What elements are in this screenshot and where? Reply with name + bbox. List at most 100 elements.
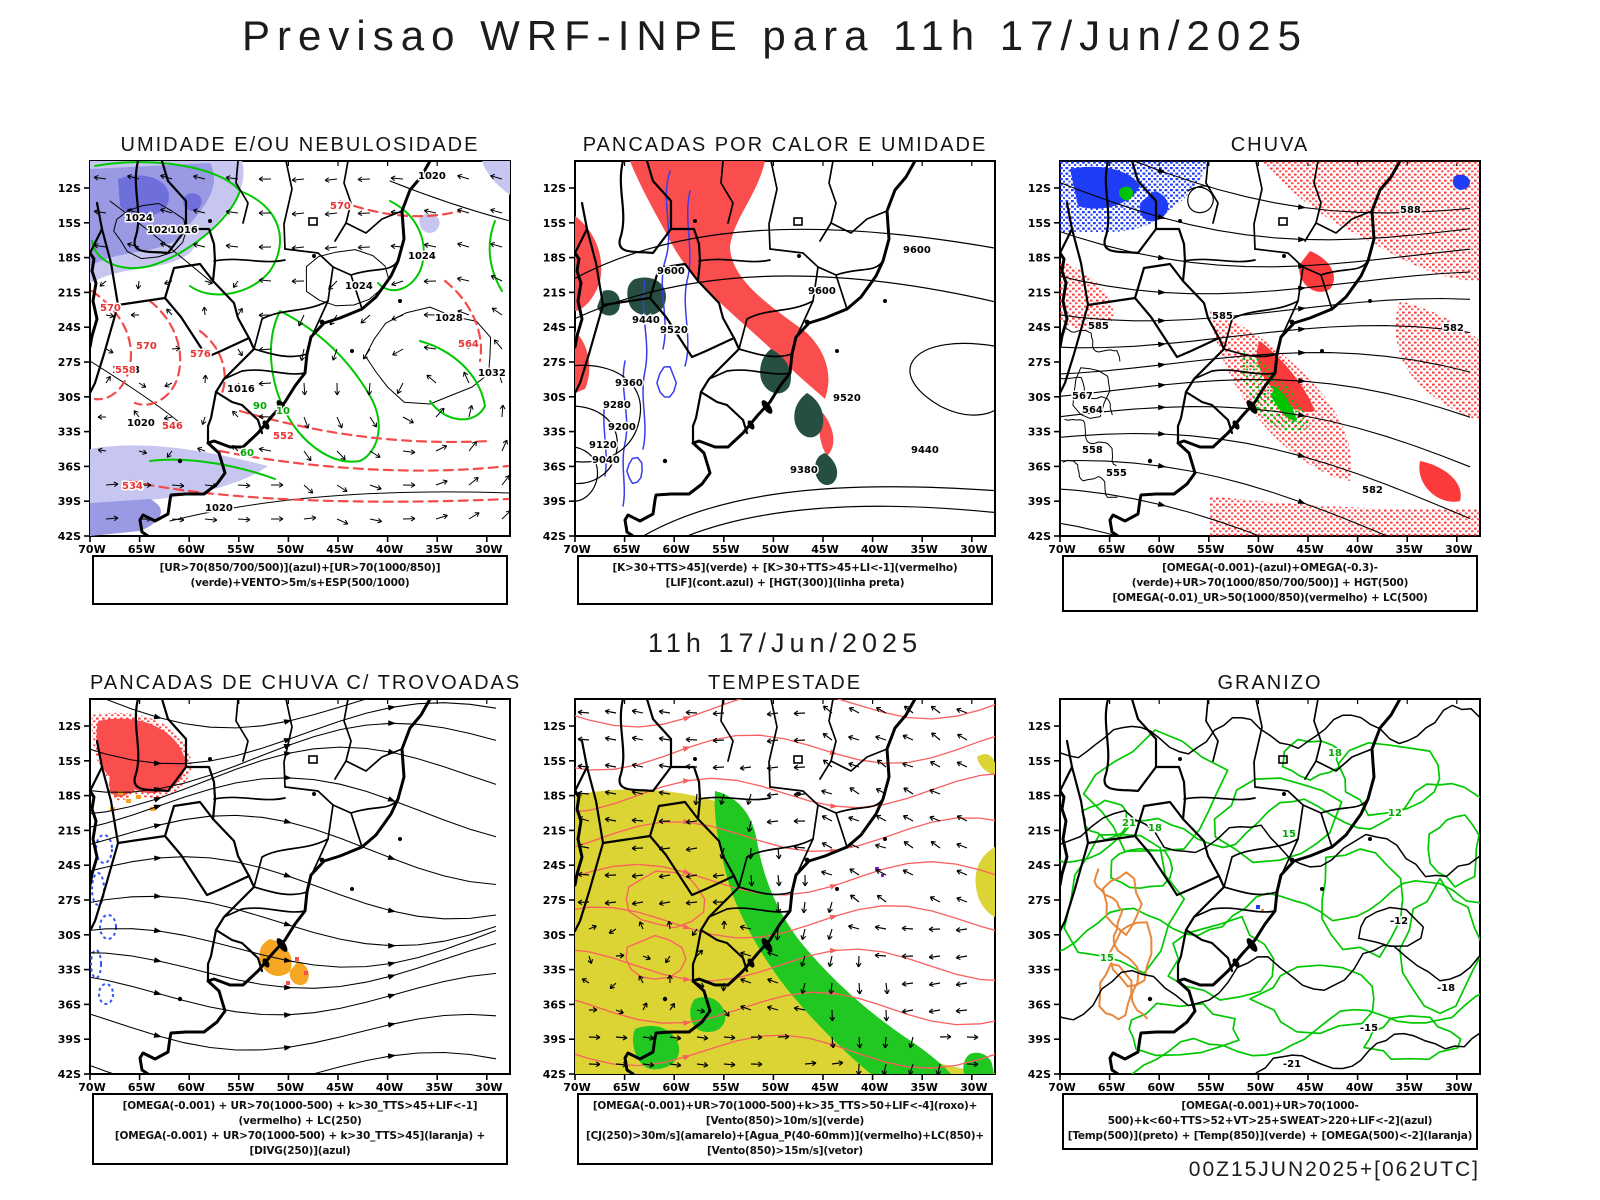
svg-text:39S: 39S bbox=[1028, 495, 1051, 508]
svg-text:42S: 42S bbox=[58, 1068, 81, 1081]
svg-text:21S: 21S bbox=[58, 286, 81, 299]
svg-text:582: 582 bbox=[1443, 323, 1464, 334]
svg-text:30S: 30S bbox=[543, 391, 566, 404]
svg-text:40W: 40W bbox=[1346, 543, 1373, 556]
svg-text:24S: 24S bbox=[1028, 859, 1051, 872]
map-borders bbox=[575, 161, 917, 536]
caption-box: [UR>70(850/700/500)](azul)+[UR>70(1000/8… bbox=[92, 555, 508, 605]
svg-text:-18: -18 bbox=[1437, 983, 1455, 994]
svg-text:24S: 24S bbox=[1028, 321, 1051, 334]
svg-text:70W: 70W bbox=[78, 543, 105, 556]
caption-line: [OMEGA(-0.001) + UR>70(1000-500) + k>30_… bbox=[114, 1130, 486, 1157]
svg-text:70W: 70W bbox=[78, 1081, 105, 1094]
svg-text:9440: 9440 bbox=[911, 445, 939, 456]
map-overlay-upper bbox=[1060, 161, 1471, 536]
svg-text:12S: 12S bbox=[543, 182, 566, 195]
svg-text:65W: 65W bbox=[613, 543, 640, 556]
map-overlay-lower bbox=[1060, 729, 1480, 1074]
svg-text:564: 564 bbox=[1082, 405, 1103, 416]
map-overlay-lower bbox=[575, 161, 995, 536]
caption-box: [OMEGA(-0.001)-(azul)+OMEGA(-0.3)-(verde… bbox=[1062, 555, 1478, 612]
svg-text:1018: 1018 bbox=[112, 365, 140, 376]
svg-text:18S: 18S bbox=[1028, 252, 1051, 265]
contour-labels: 9600960096009440952093609280920091209040… bbox=[588, 244, 941, 478]
svg-text:1020: 1020 bbox=[418, 171, 446, 182]
panel-chuva: CHUVA 12S 15S 18S 21S 24S 27S 30S 33S 36S 39S 42S 7… bbox=[1028, 134, 1488, 612]
svg-text:18S: 18S bbox=[1028, 790, 1051, 803]
svg-text:1024: 1024 bbox=[408, 251, 436, 262]
svg-text:1024: 1024 bbox=[345, 281, 373, 292]
svg-text:33S: 33S bbox=[543, 426, 566, 439]
svg-text:33S: 33S bbox=[58, 426, 81, 439]
svg-text:30S: 30S bbox=[1028, 391, 1051, 404]
svg-text:45W: 45W bbox=[1296, 1081, 1323, 1094]
svg-text:55W: 55W bbox=[227, 543, 254, 556]
svg-text:40W: 40W bbox=[861, 543, 888, 556]
svg-text:42S: 42S bbox=[1028, 1068, 1051, 1081]
svg-text:12S: 12S bbox=[543, 720, 566, 733]
svg-text:40W: 40W bbox=[1346, 1081, 1373, 1094]
svg-text:60W: 60W bbox=[177, 543, 204, 556]
svg-text:65W: 65W bbox=[128, 1081, 155, 1094]
svg-text:1032: 1032 bbox=[478, 368, 506, 379]
svg-text:27S: 27S bbox=[543, 356, 566, 369]
svg-text:50W: 50W bbox=[762, 543, 789, 556]
svg-text:15S: 15S bbox=[1028, 217, 1051, 230]
svg-text:9520: 9520 bbox=[833, 393, 861, 404]
run-stamp: 00Z15JUN2025+[062UTC] bbox=[1188, 1158, 1480, 1181]
caption-line: [LIF](cont.azul) + [HGT(300)](linha pret… bbox=[665, 577, 905, 589]
svg-text:55W: 55W bbox=[1197, 543, 1224, 556]
svg-text:567: 567 bbox=[1072, 391, 1093, 402]
svg-text:39S: 39S bbox=[1028, 1033, 1051, 1046]
svg-text:9520: 9520 bbox=[660, 325, 688, 336]
svg-text:18S: 18S bbox=[543, 790, 566, 803]
svg-text:36S: 36S bbox=[58, 998, 81, 1011]
svg-text:27S: 27S bbox=[1028, 894, 1051, 907]
valid-time-caption: 11h 17/Jun/2025 bbox=[647, 628, 923, 658]
caption-box: [K>30+TTS>45](verde) + [K>30+TTS>45+LI<-… bbox=[577, 555, 993, 605]
svg-text:55W: 55W bbox=[1197, 1081, 1224, 1094]
svg-text:50W: 50W bbox=[762, 1081, 789, 1094]
svg-text:1020: 1020 bbox=[147, 225, 175, 236]
contour-labels: 1024102010161024102410201028103210161020… bbox=[99, 170, 508, 516]
svg-text:39S: 39S bbox=[58, 495, 81, 508]
caption-line: [Temp(500)](preto) + [Temp(850)](verde) … bbox=[1067, 1130, 1473, 1142]
map-overlay-lower bbox=[1060, 161, 1480, 536]
svg-text:570: 570 bbox=[330, 201, 351, 212]
svg-text:564: 564 bbox=[458, 339, 479, 350]
svg-text:15S: 15S bbox=[1028, 755, 1051, 768]
svg-text:555: 555 bbox=[1106, 468, 1127, 479]
svg-text:21S: 21S bbox=[1028, 824, 1051, 837]
svg-text:45W: 45W bbox=[326, 1081, 353, 1094]
svg-text:40W: 40W bbox=[861, 1081, 888, 1094]
svg-text:39S: 39S bbox=[543, 1033, 566, 1046]
svg-text:70W: 70W bbox=[1048, 1081, 1075, 1094]
svg-text:40W: 40W bbox=[376, 1081, 403, 1094]
svg-text:45W: 45W bbox=[326, 543, 353, 556]
svg-text:42S: 42S bbox=[543, 530, 566, 543]
svg-text:36S: 36S bbox=[543, 998, 566, 1011]
svg-text:12S: 12S bbox=[1028, 182, 1051, 195]
svg-text:27S: 27S bbox=[58, 356, 81, 369]
svg-text:30W: 30W bbox=[960, 543, 987, 556]
panel-granizo: GRANIZO 12S 15S 18S 21S 24S 27S 30S 33S 36S 39S 42… bbox=[1028, 672, 1488, 1150]
svg-text:1016: 1016 bbox=[170, 225, 198, 236]
svg-text:12: 12 bbox=[1388, 808, 1402, 819]
svg-text:9440: 9440 bbox=[632, 315, 660, 326]
svg-text:24S: 24S bbox=[58, 859, 81, 872]
svg-text:33S: 33S bbox=[1028, 964, 1051, 977]
svg-text:55W: 55W bbox=[712, 1081, 739, 1094]
svg-text:9120: 9120 bbox=[589, 440, 617, 451]
svg-text:55W: 55W bbox=[712, 543, 739, 556]
panel-pancadas-calor: PANCADAS POR CALOR E UMIDADE 12S 15S 18S 21… bbox=[543, 134, 1003, 605]
caption-line: [OMEGA(-0.001)-(azul)+OMEGA(-0.3)-(verde… bbox=[1131, 562, 1409, 589]
caption-line: [OMEGA(-0.001)+UR>70(1000-500)+k>35_TTS>… bbox=[592, 1100, 978, 1127]
svg-text:24S: 24S bbox=[543, 321, 566, 334]
svg-text:30W: 30W bbox=[960, 1081, 987, 1094]
map-overlay-lower bbox=[90, 161, 510, 536]
svg-text:65W: 65W bbox=[1098, 543, 1125, 556]
svg-text:9200: 9200 bbox=[608, 422, 636, 433]
